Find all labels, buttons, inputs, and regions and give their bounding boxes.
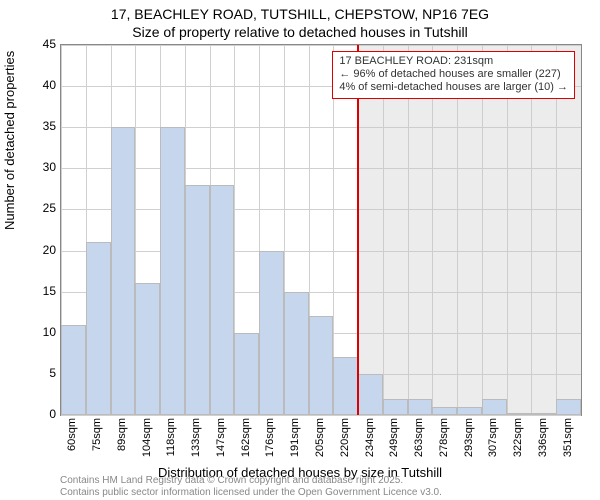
x-tick-label: 249sqm — [388, 418, 400, 457]
histogram-bar — [383, 399, 408, 415]
x-tick-label: 307sqm — [487, 418, 499, 457]
x-tick-label: 293sqm — [463, 418, 475, 457]
y-tick-label: 20 — [0, 243, 56, 257]
x-tick-label: 220sqm — [339, 418, 351, 457]
histogram-container: 17, BEACHLEY ROAD, TUTSHILL, CHEPSTOW, N… — [0, 0, 600, 500]
x-tick-label: 60sqm — [66, 418, 78, 451]
x-tick-label: 278sqm — [438, 418, 450, 457]
histogram-bar — [432, 407, 457, 415]
y-tick-label: 0 — [0, 407, 56, 421]
histogram-bar — [86, 242, 111, 415]
histogram-bar — [457, 407, 482, 415]
x-tick-label: 75sqm — [91, 418, 103, 451]
title-address: 17, BEACHLEY ROAD, TUTSHILL, CHEPSTOW, N… — [0, 6, 600, 22]
shade-region — [358, 45, 581, 415]
histogram-bar — [135, 283, 160, 415]
histogram-bar — [309, 316, 334, 415]
histogram-bar — [358, 374, 383, 415]
x-tick-label: 191sqm — [289, 418, 301, 457]
histogram-bar — [482, 399, 507, 415]
y-tick-label: 30 — [0, 160, 56, 174]
title-subtitle: Size of property relative to detached ho… — [0, 24, 600, 40]
plot-area: 17 BEACHLEY ROAD: 231sqm ← 96% of detach… — [60, 44, 582, 416]
histogram-bar — [556, 399, 581, 415]
histogram-bar — [408, 399, 433, 415]
histogram-bar — [210, 185, 235, 415]
x-tick-label: 176sqm — [264, 418, 276, 457]
y-tick-label: 35 — [0, 119, 56, 133]
histogram-bar — [185, 185, 210, 415]
x-tick-label: 263sqm — [413, 418, 425, 457]
x-tick-label: 162sqm — [240, 418, 252, 457]
histogram-bar — [507, 413, 532, 415]
callout-box: 17 BEACHLEY ROAD: 231sqm ← 96% of detach… — [332, 51, 575, 99]
x-tick-label: 147sqm — [215, 418, 227, 457]
hgrid-line — [61, 415, 581, 416]
y-tick-label: 15 — [0, 284, 56, 298]
y-tick-label: 25 — [0, 201, 56, 215]
x-tick-label: 234sqm — [364, 418, 376, 457]
callout-line-3: 4% of semi-detached houses are larger (1… — [339, 81, 568, 94]
attribution-line-1: Contains HM Land Registry data © Crown c… — [60, 475, 442, 487]
histogram-bar — [259, 251, 284, 415]
x-tick-label: 104sqm — [141, 418, 153, 457]
callout-line-2: ← 96% of detached houses are smaller (22… — [339, 68, 568, 81]
x-tick-label: 351sqm — [562, 418, 574, 457]
attribution-line-2: Contains public sector information licen… — [60, 487, 442, 499]
x-tick-label: 89sqm — [116, 418, 128, 451]
histogram-bar — [61, 325, 86, 415]
x-tick-label: 133sqm — [190, 418, 202, 457]
x-tick-label: 336sqm — [537, 418, 549, 457]
x-tick-label: 118sqm — [165, 418, 177, 456]
histogram-bar — [531, 413, 556, 415]
y-tick-label: 5 — [0, 366, 56, 380]
x-tick-label: 322sqm — [512, 418, 524, 457]
histogram-bar — [160, 127, 185, 415]
attribution: Contains HM Land Registry data © Crown c… — [60, 475, 442, 498]
histogram-bar — [333, 357, 358, 415]
y-tick-label: 40 — [0, 78, 56, 92]
y-tick-label: 45 — [0, 37, 56, 51]
histogram-bar — [111, 127, 136, 415]
callout-line-1: 17 BEACHLEY ROAD: 231sqm — [339, 55, 568, 68]
x-tick-label: 205sqm — [314, 418, 326, 457]
highlight-line — [357, 45, 359, 415]
histogram-bar — [284, 292, 309, 415]
y-tick-label: 10 — [0, 325, 56, 339]
histogram-bar — [234, 333, 259, 415]
